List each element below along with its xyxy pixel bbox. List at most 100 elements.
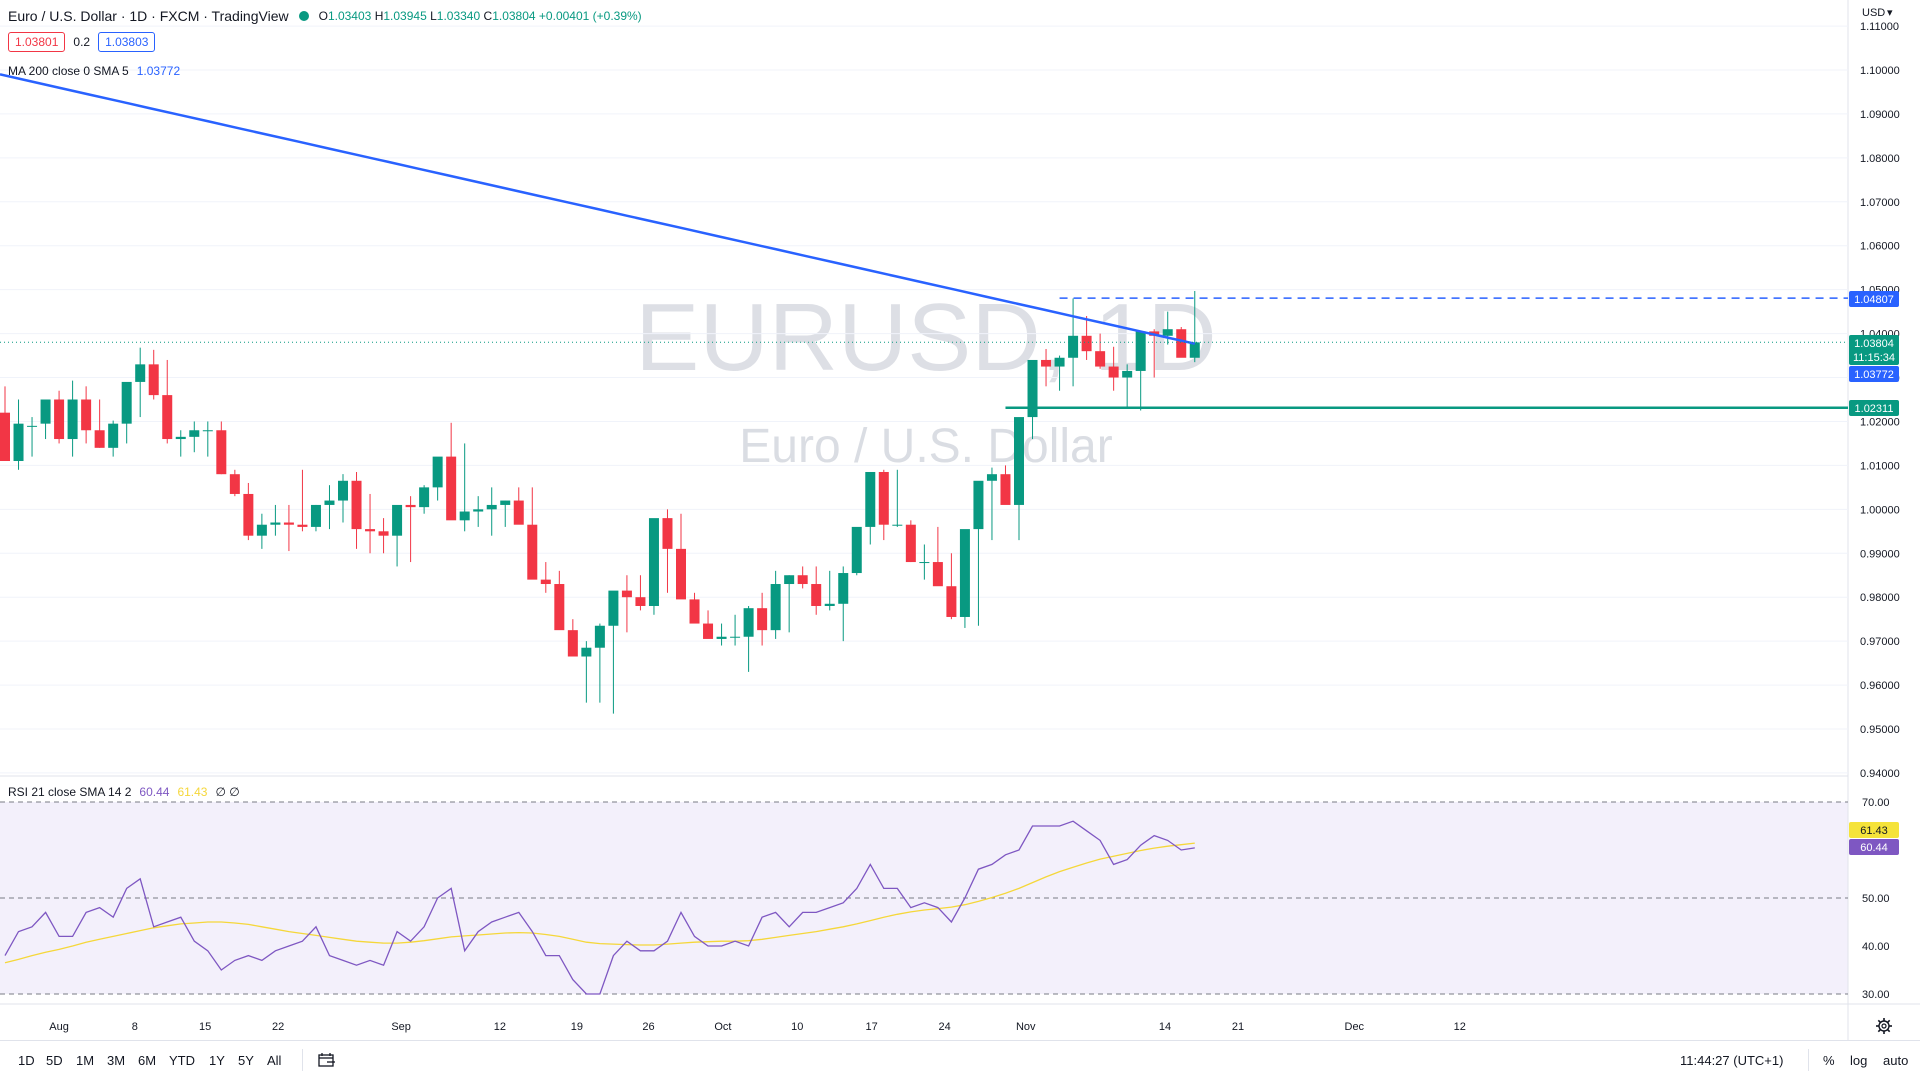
price-tick-label: 1.00000: [1860, 504, 1900, 516]
candle-body: [757, 608, 768, 631]
ma-legend-label: MA 200 close 0 SMA 5: [8, 64, 129, 78]
candle-body: [621, 590, 632, 598]
ma200-line: [0, 73, 1196, 345]
candle-body: [108, 423, 119, 448]
timeframe-ytd-button[interactable]: YTD: [169, 1053, 195, 1068]
timeframe-5d-button[interactable]: 5D: [46, 1053, 63, 1068]
price-axis[interactable]: 1.11000 1.10000 1.09000 1.08000 1.07000 1.060…: [0, 21, 1900, 780]
currency-label[interactable]: USD: [1862, 7, 1885, 19]
candle-body: [310, 504, 321, 527]
timeframe-1y-button[interactable]: 1Y: [209, 1053, 225, 1068]
clock-readout[interactable]: 11:44:27 (UTC+1): [1680, 1053, 1784, 1068]
candle-body: [0, 412, 10, 462]
candle-body: [486, 504, 497, 510]
svg-text:1.03804: 1.03804: [1854, 338, 1894, 350]
candle-body: [1081, 335, 1092, 352]
price-tick-label: 1.01000: [1860, 460, 1900, 472]
candles: [0, 290, 1200, 714]
buy-price-button[interactable]: 1.03803: [98, 32, 156, 52]
candle-body: [405, 504, 416, 508]
sell-price-button[interactable]: 1.03801: [8, 32, 66, 52]
price-tick-label: 1.06000: [1860, 241, 1900, 253]
last-price-tag: 1.03804 11:15:34: [1849, 335, 1899, 365]
date-range-icon[interactable]: [318, 1052, 336, 1073]
price-tick-label: 0.96000: [1860, 680, 1900, 692]
timeframe-3m-button[interactable]: 3M: [107, 1053, 126, 1068]
price-tick-label: 1.07000: [1860, 197, 1900, 209]
candle-body: [1176, 329, 1187, 358]
time-tick-label: 14: [1159, 1021, 1171, 1033]
candle-body: [959, 529, 970, 617]
candle-body: [540, 579, 551, 585]
candle-body: [446, 456, 457, 521]
candle-body: [148, 364, 159, 396]
price-tick-label: 1.11000: [1860, 21, 1899, 33]
candle-body: [973, 480, 984, 530]
time-tick-label: Sep: [391, 1021, 411, 1033]
spread-value: 0.2: [73, 35, 91, 49]
price-tick-label: 1.09000: [1860, 109, 1900, 121]
rsi-legend[interactable]: RSI 21 close SMA 14 2 60.44 61.43 ∅ ∅: [8, 785, 240, 799]
time-axis[interactable]: Aug 8 15 22 Sep 12 19 26 Oct 10 17 24 Nov 14 21 Dec 12: [49, 1021, 1466, 1033]
time-tick-label: 12: [1454, 1021, 1466, 1033]
candle-body: [648, 518, 659, 606]
candle-body: [338, 480, 348, 501]
timeframe-all-button[interactable]: All: [267, 1053, 282, 1068]
candle-body: [1108, 366, 1119, 378]
candle-body: [121, 381, 132, 424]
auto-scale-button[interactable]: auto: [1883, 1053, 1909, 1068]
candle-body: [1068, 335, 1079, 358]
candle-body: [1135, 331, 1146, 371]
candle-body: [189, 430, 200, 437]
price-tick-label: 0.99000: [1860, 548, 1900, 560]
candle-body: [432, 456, 443, 488]
candle-body: [797, 575, 808, 585]
candle-body: [865, 471, 876, 527]
time-tick-label: Nov: [1016, 1021, 1036, 1033]
candle-body: [635, 597, 646, 606]
low-value: 1.03340: [436, 9, 481, 23]
candle-body: [946, 586, 957, 617]
settings-gear-icon[interactable]: [1876, 1018, 1892, 1034]
candle-body: [351, 480, 362, 530]
candle-body: [365, 529, 376, 532]
symbol-legend[interactable]: Euro / U.S. Dollar · 1D · FXCM · Trading…: [8, 8, 642, 24]
candle-body: [94, 430, 105, 448]
log-scale-button[interactable]: log: [1850, 1053, 1868, 1068]
resistance-tag: 1.04807: [1849, 291, 1899, 307]
timeframe-1m-button[interactable]: 1M: [76, 1053, 95, 1068]
svg-text:1.03772: 1.03772: [1854, 369, 1894, 381]
candle-body: [1014, 417, 1024, 505]
timeframe-6m-button[interactable]: 6M: [138, 1053, 157, 1068]
price-tick-label: 1.02000: [1860, 416, 1900, 428]
percent-scale-button[interactable]: %: [1823, 1053, 1835, 1068]
time-tick-label: 21: [1232, 1021, 1244, 1033]
svg-text:61.43: 61.43: [1860, 825, 1888, 837]
candle-body: [824, 603, 835, 606]
candle-body: [135, 364, 146, 382]
candle-body: [1000, 474, 1011, 505]
svg-text:1.02311: 1.02311: [1855, 403, 1894, 415]
candle-body: [770, 584, 781, 631]
candle-body: [1041, 359, 1052, 367]
timeframe-1d-button[interactable]: 1D: [18, 1053, 35, 1068]
candle-body: [216, 430, 227, 475]
change-value: +0.00401 (+0.39%): [538, 9, 642, 23]
support-tag: 1.02311: [1849, 400, 1899, 416]
candle-body: [270, 522, 281, 525]
candle-body: [892, 524, 903, 526]
candle-body: [838, 573, 849, 604]
time-tick-label: Dec: [1345, 1021, 1365, 1033]
currency-chevron-icon[interactable]: ▾: [1887, 7, 1893, 19]
rsi-tick-label: 70.00: [1862, 797, 1890, 809]
candle-body: [256, 524, 267, 536]
candle-body: [1054, 357, 1065, 367]
timeframe-5y-button[interactable]: 5Y: [238, 1053, 254, 1068]
rsi-tick-label: 50.00: [1862, 893, 1890, 905]
ma-legend[interactable]: MA 200 close 0 SMA 5 1.03772: [8, 64, 180, 78]
time-tick-label: 10: [791, 1021, 803, 1033]
symbol-title[interactable]: Euro / U.S. Dollar · 1D · FXCM · Trading…: [8, 8, 289, 24]
candle-body: [162, 395, 173, 440]
time-tick-label: Aug: [49, 1021, 69, 1033]
